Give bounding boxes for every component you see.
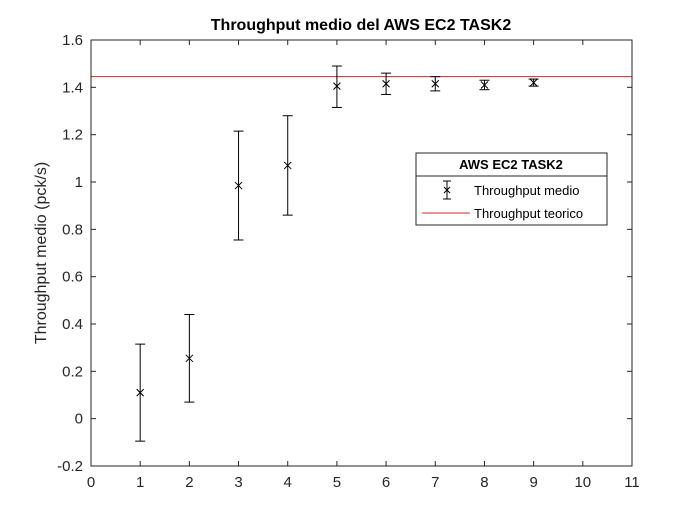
chart-title: Throughput medio del AWS EC2 TASK2 xyxy=(211,17,512,34)
legend-entry-throughput-teorico: Throughput teorico xyxy=(422,206,583,221)
legend-x-marker xyxy=(443,186,451,194)
plot-frame xyxy=(90,39,633,467)
data-point xyxy=(381,72,392,95)
y-tick-label: 1.2 xyxy=(62,127,83,144)
x-marker xyxy=(480,81,489,89)
chart-marks xyxy=(91,65,632,442)
data-point xyxy=(430,76,441,92)
data-point xyxy=(479,79,490,91)
x-marker xyxy=(136,388,145,397)
x-marker xyxy=(431,79,440,88)
x-tick-label: 8 xyxy=(480,474,488,491)
x-tick-label: 3 xyxy=(234,474,242,491)
plot-area xyxy=(91,40,632,466)
data-point xyxy=(184,314,195,403)
x-marker xyxy=(382,79,390,88)
data-point xyxy=(528,78,539,87)
legend-label-throughput-medio: Throughput medio xyxy=(474,183,580,198)
x-tick-label: 9 xyxy=(529,474,537,491)
legend: AWS EC2 TASK2 Throughput medio Throughpu… xyxy=(415,152,608,226)
y-tick-label: -0.2 xyxy=(57,458,83,475)
x-tick-label: 7 xyxy=(431,474,439,491)
y-tick-label: 0.4 xyxy=(62,316,83,333)
x-marker xyxy=(529,78,538,87)
y-axis-label: Throughput medio (pck/s) xyxy=(33,162,50,344)
data-point xyxy=(233,130,244,241)
y-tick-label: 0.6 xyxy=(62,269,83,286)
x-marker xyxy=(283,161,292,170)
x-tick-label: 11 xyxy=(624,474,640,491)
y-tick-label: 1 xyxy=(75,174,83,191)
data-point xyxy=(331,65,342,108)
data-point xyxy=(135,343,146,442)
legend-entry-throughput-medio: Throughput medio xyxy=(443,180,580,200)
x-tick-label: 5 xyxy=(333,474,341,491)
x-tick-label: 2 xyxy=(185,474,193,491)
x-marker xyxy=(333,82,341,91)
data-point xyxy=(282,115,293,216)
axis-ticks: 0 1 2 3 4 5 6 7 8 9 10 11-0.200.20.40.60.811.21.41.… xyxy=(57,32,640,491)
legend-title: AWS EC2 TASK2 xyxy=(459,157,563,172)
y-tick-label: 0 xyxy=(75,411,83,428)
x-marker xyxy=(234,181,243,190)
y-tick-label: 0.8 xyxy=(62,221,83,238)
x-tick-label: 1 xyxy=(136,474,144,491)
x-marker xyxy=(185,354,194,363)
x-tick-label: 4 xyxy=(284,474,292,491)
y-tick-label: 0.2 xyxy=(62,363,83,380)
x-tick-label: 0 xyxy=(87,474,95,491)
legend-label-throughput-teorico: Throughput teorico xyxy=(474,206,583,221)
y-tick-label: 1.4 xyxy=(62,79,83,96)
y-tick-label: 1.6 xyxy=(62,32,83,49)
x-tick-label: 6 xyxy=(382,474,390,491)
x-tick-label: 10 xyxy=(574,474,591,491)
